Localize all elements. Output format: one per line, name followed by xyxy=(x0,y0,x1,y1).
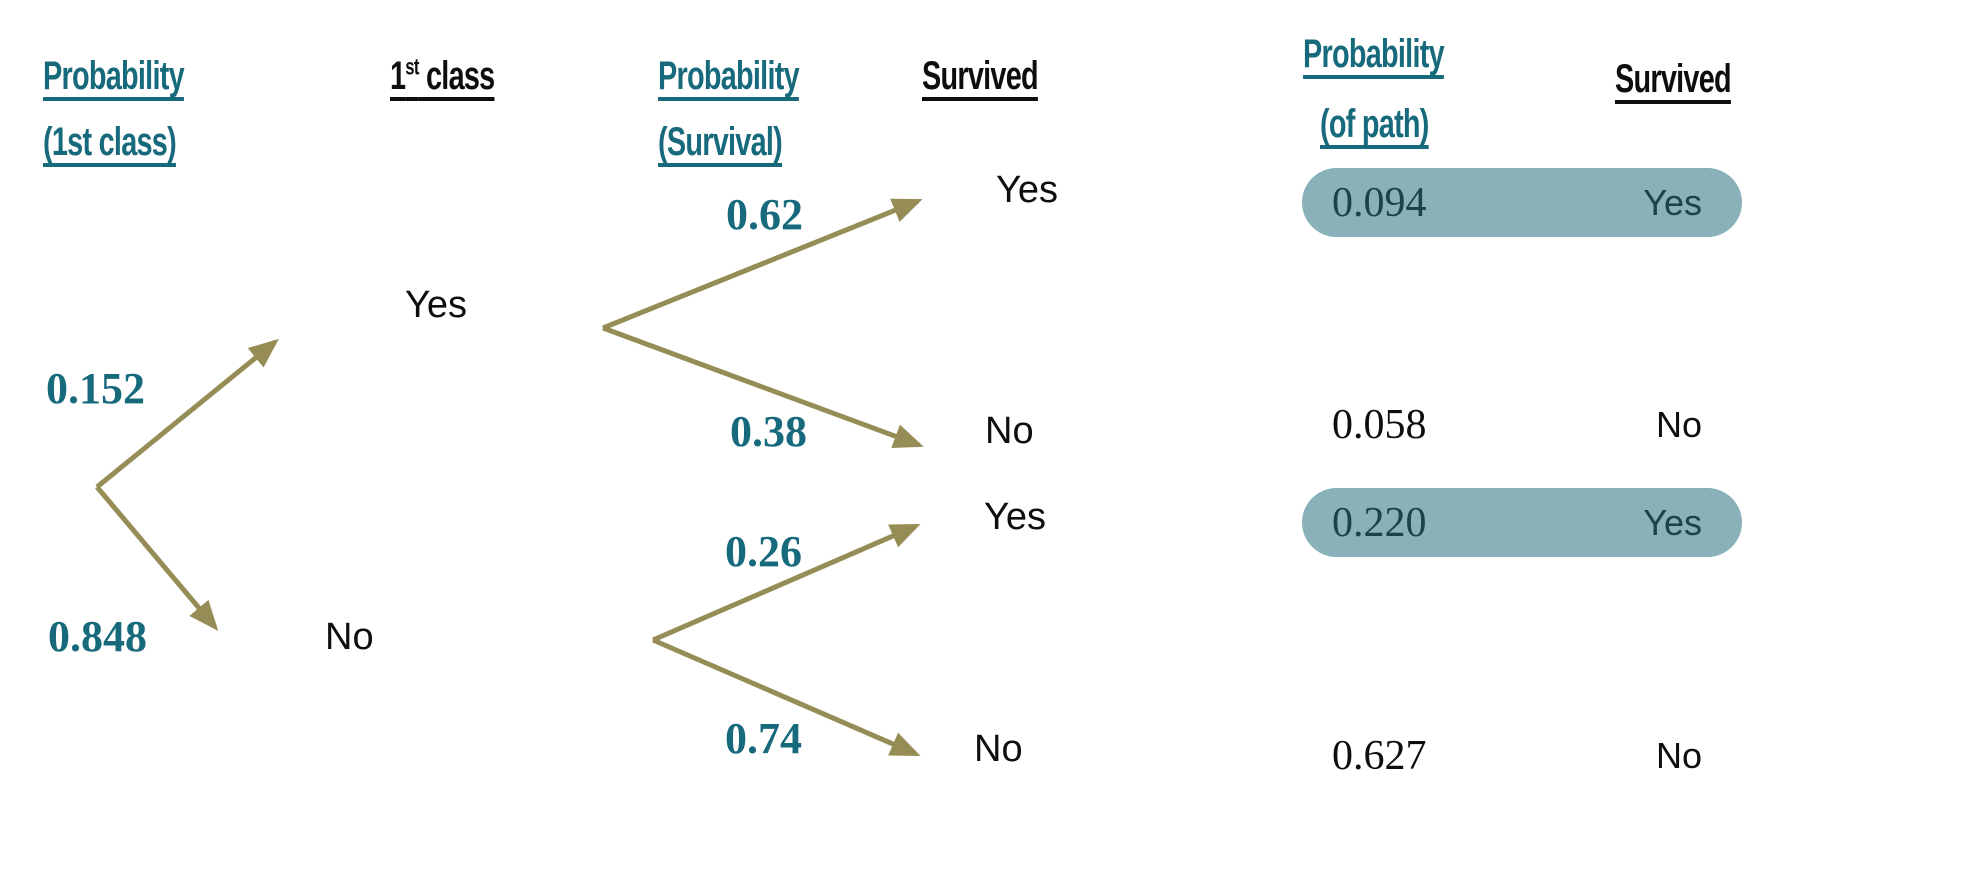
outcome-yes-survived-yes: Yes xyxy=(996,169,1058,211)
header-survived-mid: Survived xyxy=(922,54,1039,98)
path-row-yes-no: 0.058 No xyxy=(1302,390,1742,459)
path-probability: 0.094 xyxy=(1332,179,1427,226)
outcome-no-survived-no: No xyxy=(974,728,1023,770)
node-1st-class-yes: Yes xyxy=(405,284,467,326)
header-probability-survival: Probability (Survival) xyxy=(658,54,800,164)
branch-arrow-no-survived-yes xyxy=(652,523,921,643)
branch-arrow-root-no xyxy=(95,485,219,631)
branch-arrow-root-yes xyxy=(95,338,279,489)
header-probability-of-path: Probability (of path) xyxy=(1303,32,1445,146)
path-survived-label: No xyxy=(1655,403,1702,445)
path-probability: 0.627 xyxy=(1332,732,1427,779)
branch-probability-no-survived-no: 0.74 xyxy=(725,714,802,763)
path-row-yes-yes: 0.094 Yes xyxy=(1302,168,1742,237)
branch-probability-no-survived-yes: 0.26 xyxy=(725,527,802,576)
path-survived-label: Yes xyxy=(1643,501,1702,543)
branch-arrow-no-survived-no xyxy=(652,637,921,757)
outcome-no-survived-yes: Yes xyxy=(984,496,1046,538)
path-survived-label: No xyxy=(1655,734,1702,776)
branch-probability-yes-survived-yes: 0.62 xyxy=(726,190,803,239)
path-row-no-yes: 0.220 Yes xyxy=(1302,488,1742,557)
branch-probability-1st-class-yes: 0.152 xyxy=(46,364,145,413)
branch-arrow-yes-survived-no xyxy=(602,325,924,449)
branch-arrow-yes-survived-yes xyxy=(602,198,923,331)
outcome-yes-survived-no: No xyxy=(985,410,1034,452)
path-probability: 0.220 xyxy=(1332,499,1427,546)
header-probability-1st-class: Probability (1st class) xyxy=(43,54,185,164)
node-1st-class-no: No xyxy=(325,616,374,658)
path-row-no-no: 0.627 No xyxy=(1302,721,1742,790)
header-survived-right: Survived xyxy=(1615,57,1732,101)
header-1st-class: 1st class xyxy=(390,53,495,98)
path-probability: 0.058 xyxy=(1332,401,1427,448)
branch-probability-yes-survived-no: 0.38 xyxy=(730,407,807,456)
branch-probability-1st-class-no: 0.848 xyxy=(48,612,147,661)
path-survived-label: Yes xyxy=(1643,181,1702,223)
